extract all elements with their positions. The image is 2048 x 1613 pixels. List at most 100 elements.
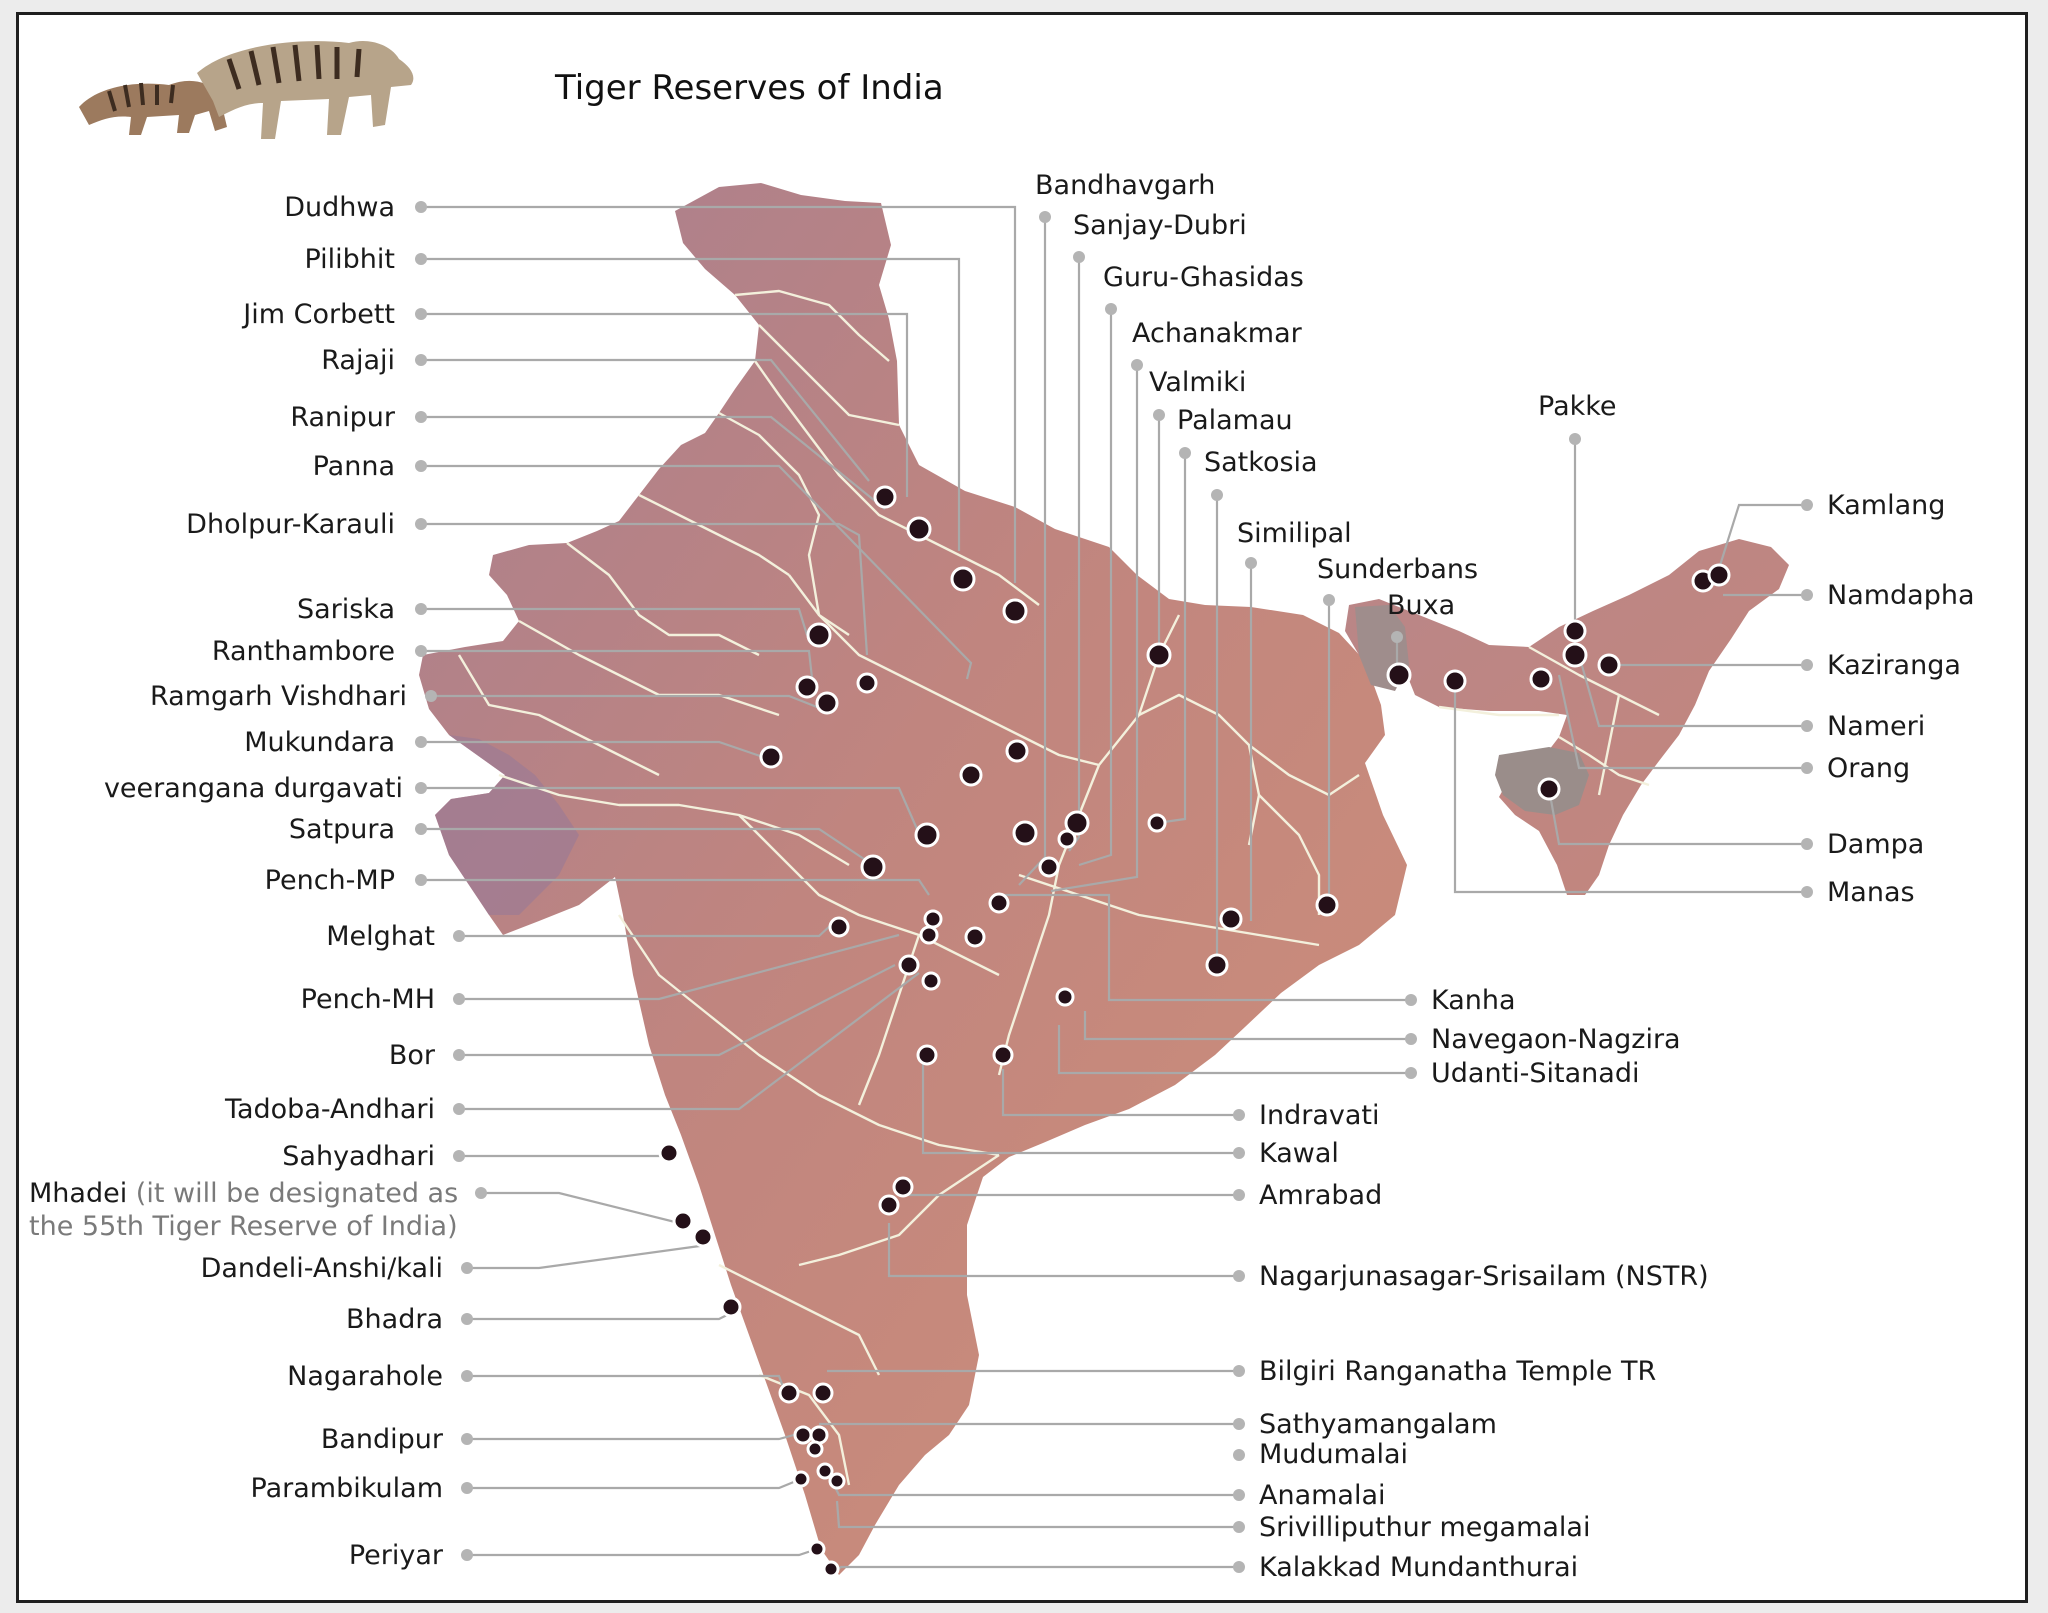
- reserve-dot-icon: [1597, 653, 1621, 677]
- leader-dot-icon: [453, 993, 465, 1005]
- label-bilgiri-ranganatha: Bilgiri Ranganatha Temple TR: [1259, 1356, 1656, 1387]
- leader-dot-icon: [461, 1549, 473, 1561]
- label-sunderbans: Sunderbans: [1317, 554, 1478, 585]
- leader-line-veerangana-durgavati: [421, 786, 919, 830]
- reserve-markers: [658, 485, 1731, 1578]
- leader-dot-icon: [461, 1370, 473, 1382]
- leader-dot-icon: [1039, 211, 1051, 223]
- leader-dot-icon: [453, 930, 465, 942]
- label-jim-corbett: Jim Corbett: [241, 299, 395, 330]
- leader-line-melghat: [459, 924, 832, 938]
- reserve-dot-icon: [860, 854, 886, 880]
- label-bhadra: Bhadra: [346, 1304, 443, 1335]
- leader-line-bandhavgarh: [1018, 217, 1047, 886]
- label-namdapha: Namdapha: [1827, 580, 1975, 611]
- leader-line-kawal: [921, 1055, 1239, 1155]
- leader-line-manas: [1453, 681, 1807, 894]
- leader-dot-icon: [1801, 589, 1813, 601]
- label-parambikulam: Parambikulam: [251, 1473, 443, 1504]
- label-dampa: Dampa: [1827, 829, 1924, 860]
- leader-line-satpura: [421, 827, 868, 862]
- label-buxa: Buxa: [1387, 590, 1455, 621]
- reserve-dot-icon: [873, 485, 897, 509]
- leader-line-pilibhit: [421, 257, 961, 551]
- leader-line-indravati: [1001, 1069, 1239, 1117]
- leader-line-rajaji: [421, 358, 870, 482]
- label-bandipur: Bandipur: [321, 1424, 444, 1455]
- label-anchors: [415, 201, 1813, 1573]
- leader-dot-icon: [461, 1313, 473, 1325]
- leader-line-guru-ghasidas: [1078, 309, 1113, 867]
- label-amrabad: Amrabad: [1259, 1180, 1382, 1211]
- leader-dot-icon: [1233, 1449, 1245, 1461]
- reserve-dot-icon: [1205, 953, 1229, 977]
- reserve-dot-icon: [822, 1560, 840, 1578]
- map-title: Tiger Reserves of India: [554, 68, 944, 108]
- leader-line-mukundara: [421, 740, 764, 759]
- reserve-dot-icon: [1443, 669, 1467, 693]
- reserve-dot-icon: [916, 1044, 938, 1066]
- reserve-dot-icon: [828, 916, 850, 938]
- label-kanha: Kanha: [1431, 985, 1516, 1016]
- leader-dot-icon: [415, 518, 427, 530]
- reserve-dot-icon: [1315, 893, 1339, 917]
- leader-line-nagarahole: [467, 1374, 791, 1404]
- leader-dot-icon: [1131, 359, 1143, 371]
- label-udanti-sitanadi: Udanti-Sitanadi: [1431, 1058, 1639, 1089]
- reserve-dot-icon: [988, 892, 1010, 914]
- reserve-dot-icon: [919, 925, 939, 945]
- left-labels: Dudhwa Pilibhit Jim Corbett Rajaji Ranip…: [29, 192, 458, 1571]
- leader-dot-icon: [415, 308, 427, 320]
- leader-dot-icon: [1405, 1033, 1417, 1045]
- leader-line-periyar: [467, 1547, 818, 1557]
- tiger-and-cub-icon: [79, 40, 414, 139]
- leader-dot-icon: [1405, 1067, 1417, 1079]
- leader-dot-icon: [415, 411, 427, 423]
- reserve-dot-icon: [1057, 829, 1077, 849]
- map-frame: Tiger Reserves of India: [16, 12, 2028, 1603]
- leader-dot-icon: [1801, 886, 1813, 898]
- leader-line-ranipur: [421, 415, 886, 510]
- leader-dot-icon: [453, 1049, 465, 1061]
- leader-line-panna: [421, 464, 973, 680]
- leader-dot-icon: [415, 736, 427, 748]
- reserve-dot-icon: [1219, 907, 1243, 931]
- reserve-dot-icon: [856, 672, 878, 694]
- leader-line-pench-mp: [421, 878, 930, 896]
- label-sahyadhari: Sahyadhari: [282, 1141, 435, 1172]
- label-pench-mp: Pench-MP: [265, 865, 395, 896]
- reserve-dot-icon: [658, 1142, 680, 1164]
- leader-line-srivilliputhur: [835, 1500, 1239, 1529]
- leader-line-kamlang: [1715, 503, 1807, 576]
- reserve-dot-icon: [808, 1540, 826, 1558]
- leader-line-sahyadhari: [459, 1146, 668, 1158]
- leader-dot-icon: [1405, 994, 1417, 1006]
- leader-line-bhadra: [467, 1312, 732, 1321]
- leader-line-navegaon-nagzira: [1083, 1011, 1411, 1041]
- reserve-dot-icon: [778, 1382, 800, 1404]
- leader-line-achanakmar: [1050, 365, 1139, 893]
- leader-dot-icon: [1233, 1489, 1245, 1501]
- reserve-dot-icon: [828, 1472, 846, 1490]
- leader-dot-icon: [415, 354, 427, 366]
- reserve-dot-icon: [1562, 642, 1588, 668]
- label-valmiki: Valmiki: [1149, 367, 1246, 398]
- leader-dot-icon: [453, 1103, 465, 1115]
- reserve-dot-icon: [792, 1470, 810, 1488]
- label-kamlang: Kamlang: [1827, 490, 1945, 521]
- leader-dot-icon: [1233, 1365, 1245, 1377]
- label-dudhwa: Dudhwa: [284, 192, 395, 223]
- leader-dot-icon: [415, 253, 427, 265]
- label-mhadei: Mhadei (it will be designated as: [29, 1178, 458, 1209]
- reserve-dot-icon: [795, 675, 819, 699]
- leader-dot-icon: [415, 201, 427, 213]
- label-panna: Panna: [313, 451, 395, 482]
- leader-line-dudhwa: [421, 205, 1017, 583]
- reserve-dot-icon: [672, 1210, 694, 1232]
- leader-line-bor: [459, 964, 896, 1057]
- leader-line-dandeli-anshi: [467, 1243, 708, 1270]
- leader-dot-icon: [415, 823, 427, 835]
- reserve-dot-icon: [1055, 987, 1075, 1007]
- reserve-dot-icon: [809, 1425, 829, 1445]
- leader-dot-icon: [1233, 1109, 1245, 1121]
